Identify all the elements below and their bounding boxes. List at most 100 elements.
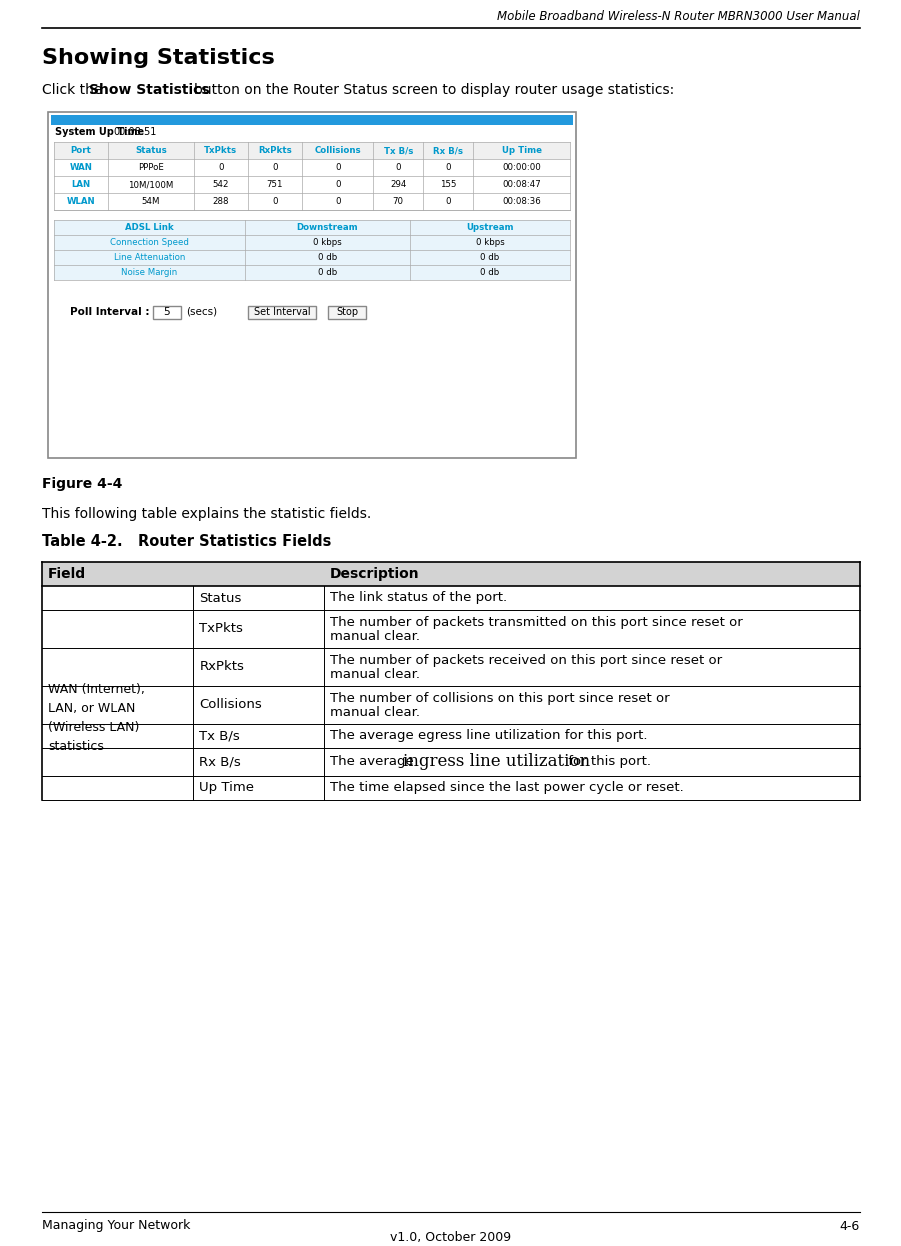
Text: Poll Interval :: Poll Interval : — [70, 307, 150, 316]
Text: 288: 288 — [213, 197, 229, 206]
Text: Set Interval: Set Interval — [254, 307, 310, 316]
Bar — [54, 250, 570, 265]
Text: Line Attenuation: Line Attenuation — [114, 253, 185, 262]
Text: The time elapsed since the last power cycle or reset.: The time elapsed since the last power cy… — [330, 781, 684, 795]
Text: 0: 0 — [335, 163, 341, 172]
Text: The link status of the port.: The link status of the port. — [330, 592, 507, 604]
Text: WAN (Internet),
LAN, or WLAN
(Wireless LAN)
statistics: WAN (Internet), LAN, or WLAN (Wireless L… — [48, 683, 145, 753]
Text: Tx B/s: Tx B/s — [384, 146, 413, 155]
Text: 00:08:51: 00:08:51 — [113, 127, 157, 137]
Text: Downstream: Downstream — [296, 223, 359, 232]
Text: 751: 751 — [267, 179, 283, 189]
Text: 54M: 54M — [141, 197, 160, 206]
Text: Show Statistics: Show Statistics — [89, 83, 210, 97]
Bar — [42, 648, 860, 687]
Text: Status: Status — [199, 592, 241, 604]
Text: TxPkts: TxPkts — [199, 623, 243, 635]
Text: This following table explains the statistic fields.: This following table explains the statis… — [42, 507, 371, 521]
Text: 0 kbps: 0 kbps — [314, 238, 341, 247]
Bar — [42, 724, 860, 748]
Text: The number of packets transmitted on this port since reset or: The number of packets transmitted on thi… — [330, 616, 743, 629]
Text: The number of collisions on this port since reset or: The number of collisions on this port si… — [330, 692, 669, 705]
Text: Rx B/s: Rx B/s — [199, 755, 241, 769]
Text: for this port.: for this port. — [564, 755, 651, 769]
Text: Connection Speed: Connection Speed — [110, 238, 189, 247]
Text: 0: 0 — [335, 179, 341, 189]
Text: 0: 0 — [445, 197, 450, 206]
Text: 00:08:47: 00:08:47 — [502, 179, 541, 189]
Bar — [54, 235, 570, 250]
Text: Status: Status — [135, 146, 167, 155]
Text: Port: Port — [70, 146, 92, 155]
Text: 00:08:36: 00:08:36 — [502, 197, 541, 206]
Text: 0: 0 — [335, 197, 341, 206]
Text: Rx B/s: Rx B/s — [433, 146, 463, 155]
Text: Stop: Stop — [336, 307, 358, 316]
Text: Field: Field — [48, 567, 86, 581]
Text: Table 4-2.   Router Statistics Fields: Table 4-2. Router Statistics Fields — [42, 535, 332, 549]
Text: WAN: WAN — [69, 163, 93, 172]
Bar — [54, 221, 570, 235]
Text: 0 db: 0 db — [318, 268, 337, 277]
Text: manual clear.: manual clear. — [330, 630, 420, 643]
Text: The average egress line utilization for this port.: The average egress line utilization for … — [330, 729, 648, 743]
Text: 0: 0 — [272, 197, 278, 206]
Text: 155: 155 — [440, 179, 457, 189]
Text: 0: 0 — [218, 163, 223, 172]
Text: Mobile Broadband Wireless-N Router MBRN3000 User Manual: Mobile Broadband Wireless-N Router MBRN3… — [497, 10, 860, 22]
Text: 10M/100M: 10M/100M — [128, 179, 174, 189]
Text: 4-6: 4-6 — [840, 1220, 860, 1232]
Bar — [42, 586, 860, 611]
Text: button on the Router Status screen to display router usage statistics:: button on the Router Status screen to di… — [194, 83, 674, 97]
Text: v1.0, October 2009: v1.0, October 2009 — [390, 1231, 512, 1245]
Bar — [153, 307, 181, 319]
Text: Noise Margin: Noise Margin — [122, 268, 177, 277]
Text: manual clear.: manual clear. — [330, 706, 420, 719]
Text: TxPkts: TxPkts — [205, 146, 237, 155]
Text: 0 db: 0 db — [480, 253, 500, 262]
Text: WLAN: WLAN — [67, 197, 96, 206]
Text: Upstream: Upstream — [467, 223, 514, 232]
Text: RxPkts: RxPkts — [258, 146, 292, 155]
Text: The number of packets received on this port since reset or: The number of packets received on this p… — [330, 654, 723, 667]
Text: 70: 70 — [393, 197, 404, 206]
Bar — [42, 562, 860, 586]
Text: LAN: LAN — [71, 179, 91, 189]
Bar — [42, 748, 860, 776]
Text: 0 kbps: 0 kbps — [476, 238, 505, 247]
Text: Up Time: Up Time — [199, 781, 254, 795]
Bar — [42, 776, 860, 800]
Text: manual clear.: manual clear. — [330, 668, 420, 682]
Bar — [248, 307, 316, 319]
Text: 542: 542 — [213, 179, 229, 189]
Text: 0: 0 — [272, 163, 278, 172]
Bar — [48, 112, 576, 459]
Bar — [51, 115, 573, 125]
Bar — [54, 265, 570, 280]
Text: The average: The average — [330, 755, 418, 769]
Text: 294: 294 — [390, 179, 406, 189]
Text: Up Time: Up Time — [502, 146, 542, 155]
Bar — [42, 611, 860, 648]
Text: 00:00:00: 00:00:00 — [502, 163, 541, 172]
Bar — [54, 142, 570, 159]
Text: Collisions: Collisions — [199, 699, 262, 711]
Text: Tx B/s: Tx B/s — [199, 729, 240, 743]
Bar — [54, 176, 570, 193]
Text: 0: 0 — [396, 163, 401, 172]
Text: 5: 5 — [164, 307, 170, 316]
Text: Click the: Click the — [42, 83, 106, 97]
Text: 0 db: 0 db — [318, 253, 337, 262]
Text: (secs): (secs) — [186, 307, 217, 316]
Text: 0 db: 0 db — [480, 268, 500, 277]
Text: ADSL Link: ADSL Link — [125, 223, 174, 232]
Text: 0: 0 — [445, 163, 450, 172]
Text: System Up Time: System Up Time — [55, 127, 144, 137]
Bar — [42, 687, 860, 724]
Text: PPPoE: PPPoE — [138, 163, 164, 172]
Bar — [54, 159, 570, 176]
Text: Description: Description — [330, 567, 420, 581]
Text: RxPkts: RxPkts — [199, 660, 244, 674]
Bar — [54, 193, 570, 211]
Text: Figure 4-4: Figure 4-4 — [42, 477, 123, 491]
